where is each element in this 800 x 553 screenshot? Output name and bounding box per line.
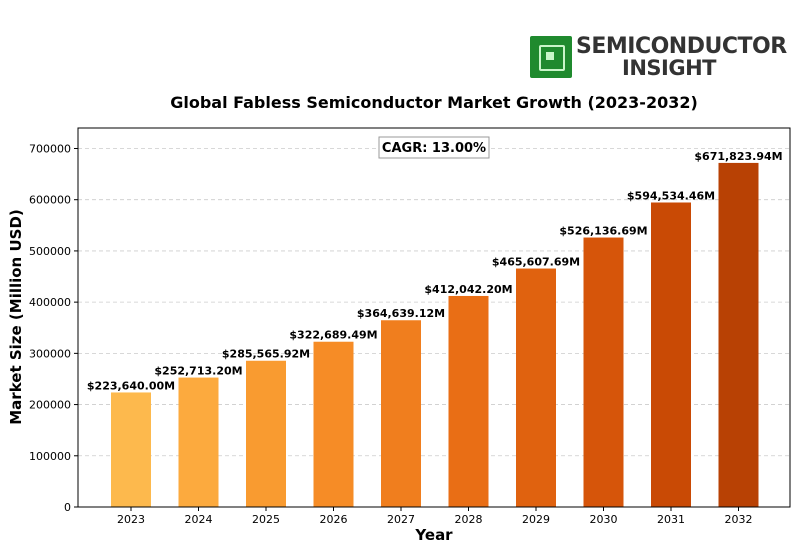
- x-tick-label: 2023: [117, 513, 145, 526]
- bar-2029: [516, 268, 556, 507]
- bar-2025: [246, 360, 286, 507]
- cagr-annotation: CAGR: 13.00%: [378, 136, 490, 159]
- bar-2023: [111, 392, 151, 507]
- x-axis-ticks: 2023 2024 2025 2026 2027 2028 2029 2030 2031 2032: [117, 507, 753, 526]
- x-tick-label: 2031: [657, 513, 685, 526]
- chart-title: Global Fabless Semiconductor Market Grow…: [170, 93, 698, 112]
- logo-text-line1: SEMICONDUCTOR: [576, 34, 787, 59]
- bar-2027: [381, 320, 421, 507]
- bar-value-label: $526,136.69M: [559, 225, 647, 238]
- x-axis-title: Year: [414, 526, 453, 544]
- x-tick-label: 2029: [522, 513, 550, 526]
- y-tick-label: 300000: [29, 347, 71, 360]
- x-tick-label: 2025: [252, 513, 280, 526]
- bar-value-label: $671,823.94M: [694, 150, 782, 163]
- bar-labels: $223,640.00M$252,713.20M $285,565.92M $322…: [87, 150, 783, 393]
- bar-value-label: $223,640.00M: [87, 379, 175, 392]
- bars: [111, 162, 759, 507]
- y-axis-ticks: 0 100000 200000 300000 400000 500000 600000 700…: [29, 142, 78, 514]
- x-tick-label: 2024: [185, 513, 213, 526]
- bar-value-label: $322,689.49M: [289, 329, 377, 342]
- y-tick-label: 100000: [29, 450, 71, 463]
- bar-value-label: $364,639.12M: [357, 307, 445, 320]
- bar-2028: [448, 295, 489, 507]
- y-tick-label: 500000: [29, 245, 71, 258]
- y-tick-label: 200000: [29, 399, 71, 412]
- x-tick-label: 2030: [590, 513, 618, 526]
- x-tick-label: 2027: [387, 513, 415, 526]
- bar-value-label: $252,713.20M: [154, 365, 242, 378]
- bar-value-label: $412,042.20M: [424, 283, 512, 296]
- bar-value-label: $594,534.46M: [627, 190, 715, 203]
- bar-2032: [718, 162, 759, 507]
- y-tick-label: 0: [64, 501, 71, 514]
- bar-2031: [651, 202, 691, 507]
- x-tick-label: 2026: [320, 513, 348, 526]
- logo: SEMICONDUCTOR INSIGHT: [530, 34, 787, 80]
- y-axis-title: Market Size (Million USD): [7, 209, 25, 425]
- bar-2024: [178, 377, 219, 507]
- bar-2030: [583, 237, 624, 507]
- x-tick-label: 2028: [455, 513, 483, 526]
- y-tick-label: 700000: [29, 142, 71, 155]
- cagr-label: CAGR: 13.00%: [382, 141, 486, 156]
- bar-value-label: $285,565.92M: [222, 348, 310, 361]
- chip-icon: [530, 36, 572, 78]
- bar-2026: [313, 341, 354, 507]
- cagr-box: [378, 136, 490, 159]
- plot-frame: [77, 127, 791, 508]
- bar-value-label: $465,607.69M: [492, 256, 580, 269]
- logo-text-line2: INSIGHT: [622, 56, 716, 80]
- x-tick-label: 2032: [725, 513, 753, 526]
- y-tick-label: 400000: [29, 296, 71, 309]
- y-tick-label: 600000: [29, 194, 71, 207]
